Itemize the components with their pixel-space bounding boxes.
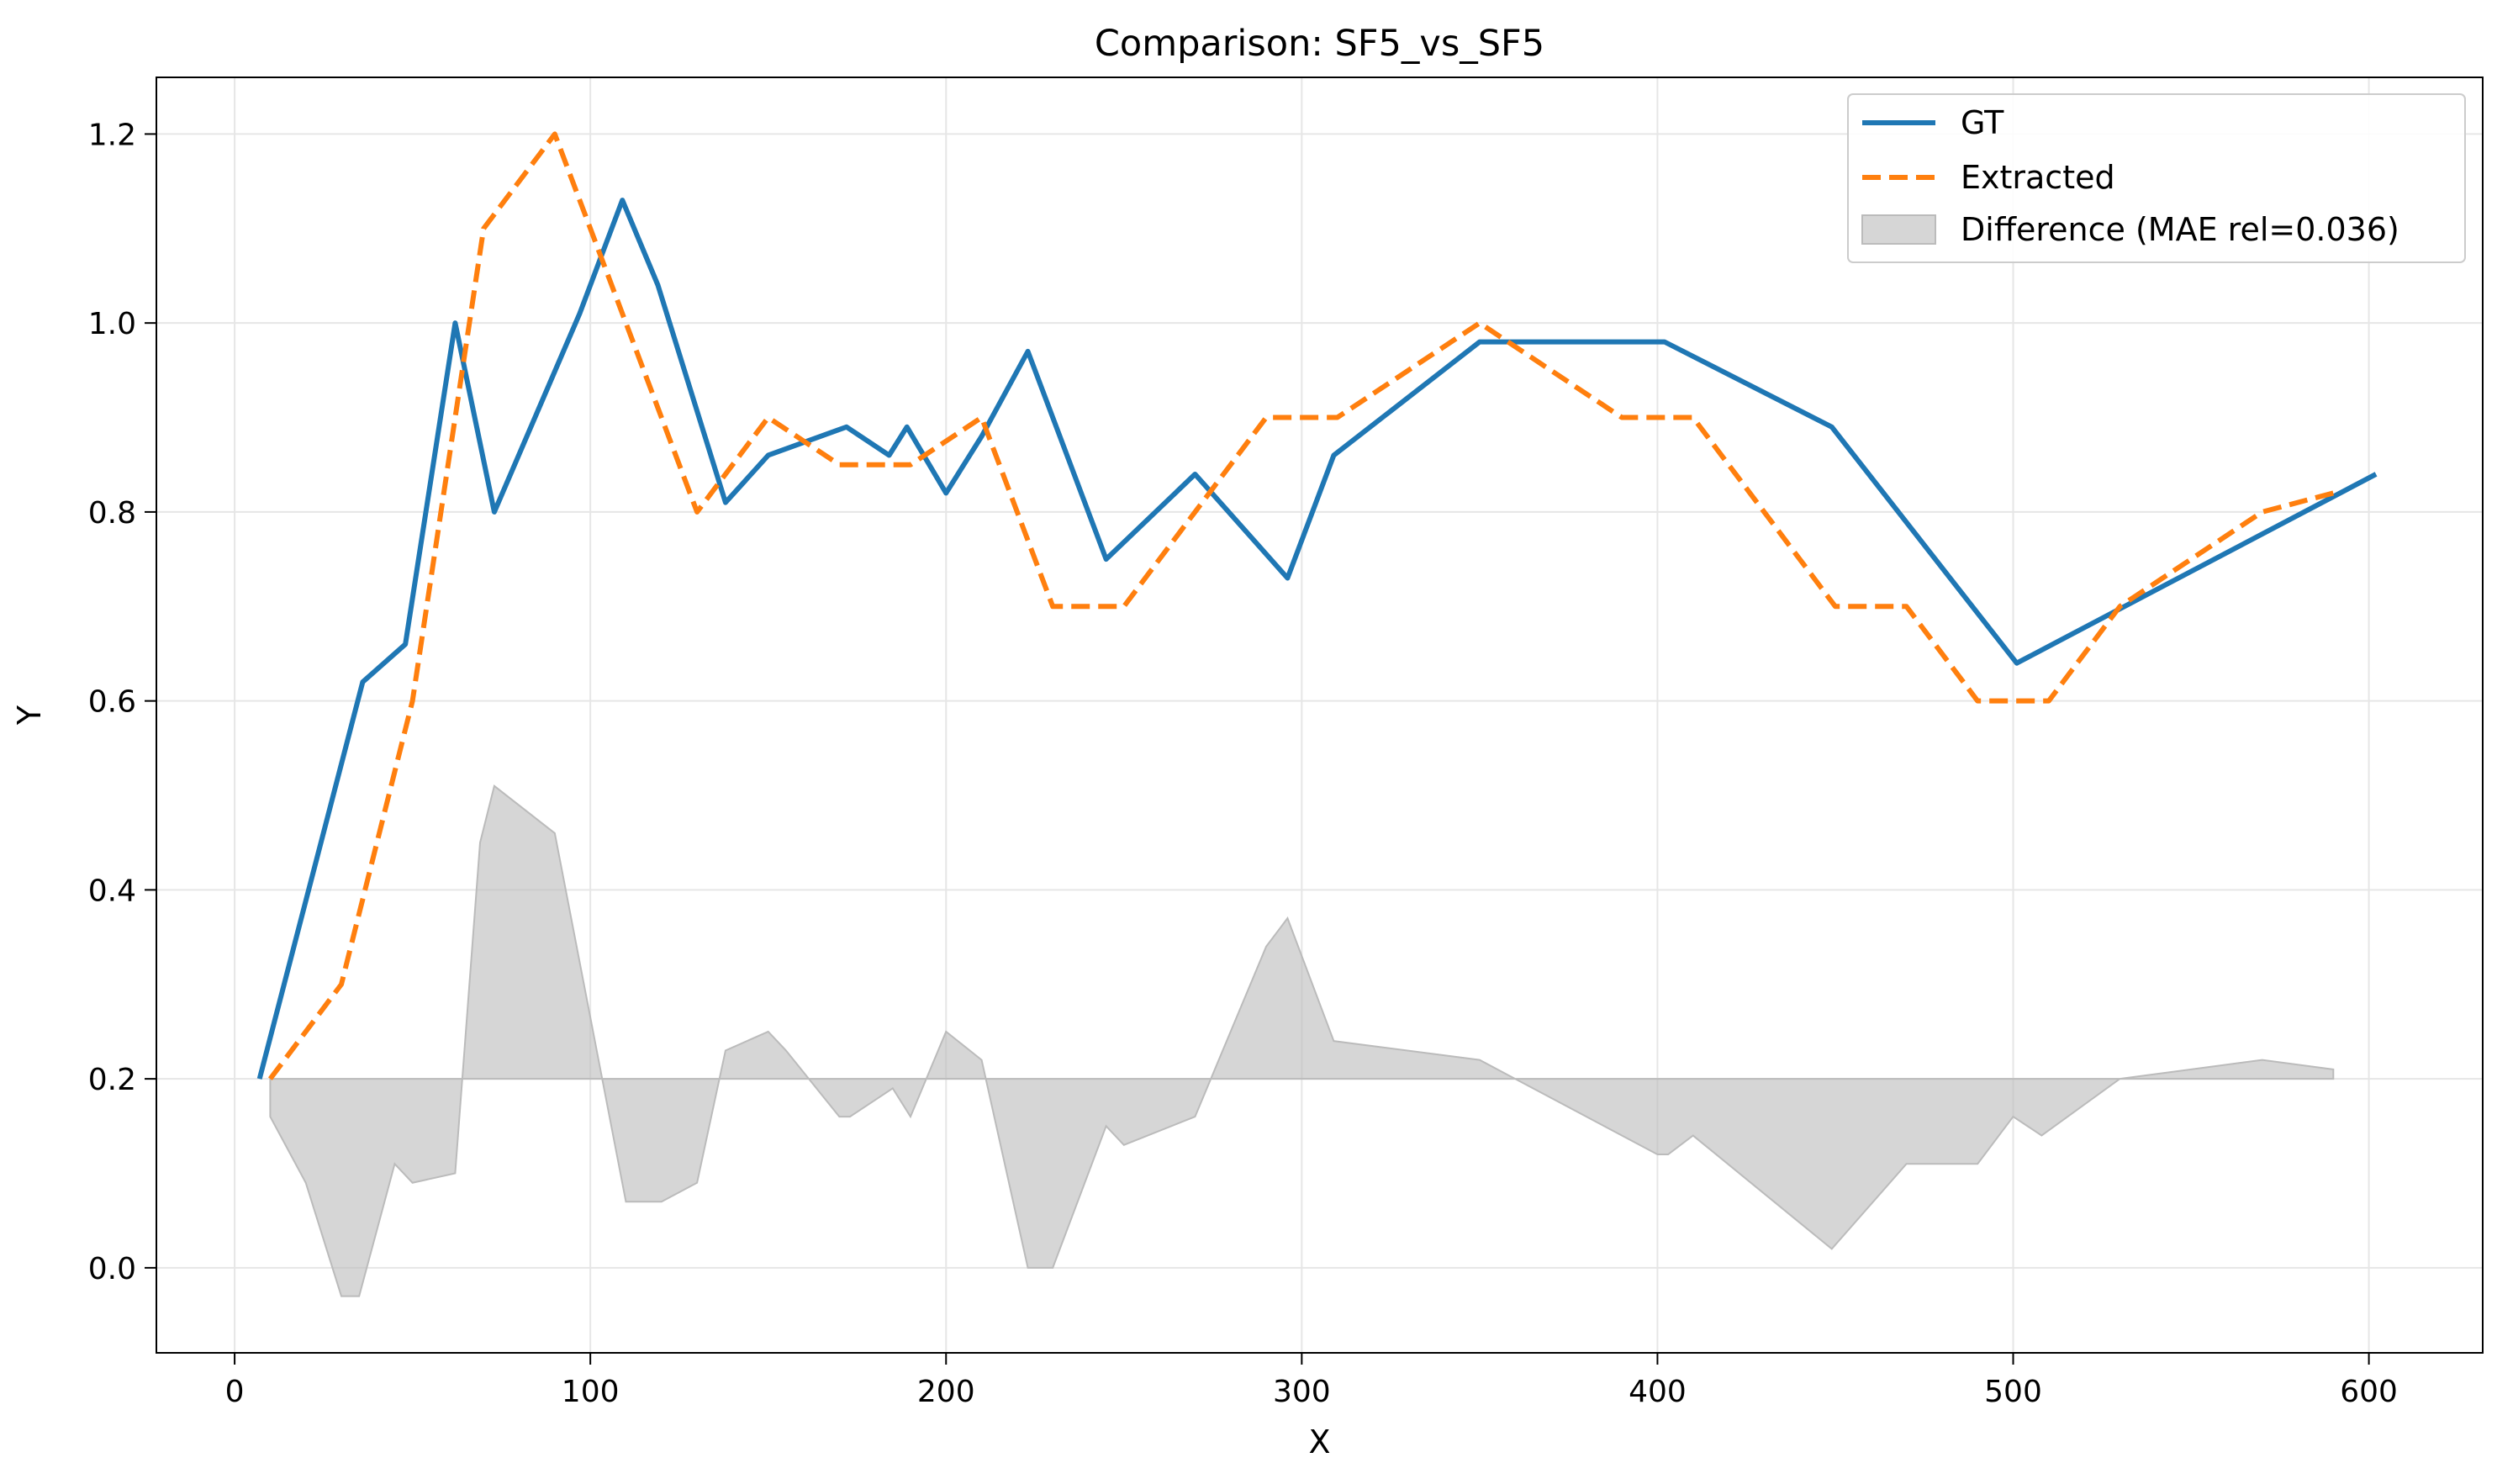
x-tick-label-1: 100 [562, 1375, 620, 1409]
x-axis-title: X [1308, 1423, 1330, 1460]
x-tick-label-4: 400 [1629, 1375, 1687, 1409]
legend-difference-swatch [1861, 214, 1936, 245]
legend-box [1847, 93, 2466, 263]
plot-frame [156, 77, 2484, 1354]
y-tick-label-3: 0.6 [88, 685, 136, 720]
x-tick-label-2: 200 [917, 1375, 975, 1409]
legend-difference-label: Difference (MAE rel=0.036) [1961, 211, 2399, 248]
legend-gt-label: GT [1961, 104, 2004, 141]
axis-ticks: 0 100 200 300 400 500 600 0.0 0.2 0.4 0.6 0.8 1.0 1.2 [88, 118, 2398, 1409]
legend-extracted-label: Extracted [1961, 159, 2115, 196]
chart-title: Comparison: SF5_vs_SF5 [1095, 23, 1544, 65]
y-axis-title: Y [11, 705, 48, 726]
y-tick-label-2: 0.4 [88, 874, 136, 908]
y-tick-label-0: 0.0 [88, 1252, 136, 1286]
y-tick-label-6: 1.2 [88, 118, 136, 152]
series-line-extracted [267, 131, 2335, 1080]
x-tick-label-0: 0 [225, 1375, 245, 1409]
series-layer [256, 131, 2378, 1080]
difference-area [269, 784, 2335, 1297]
y-tick-label-1: 0.2 [88, 1063, 136, 1097]
difference-fill-layer [269, 784, 2335, 1297]
x-tick-label-6: 600 [2340, 1375, 2398, 1409]
y-tick-label-5: 1.0 [88, 307, 136, 341]
y-tick-label-4: 0.8 [88, 496, 136, 531]
x-tick-label-3: 300 [1273, 1375, 1331, 1409]
legend: GT Extracted Difference (MAE rel=0.036) [1847, 93, 2466, 263]
x-tick-label-5: 500 [1984, 1375, 2042, 1409]
